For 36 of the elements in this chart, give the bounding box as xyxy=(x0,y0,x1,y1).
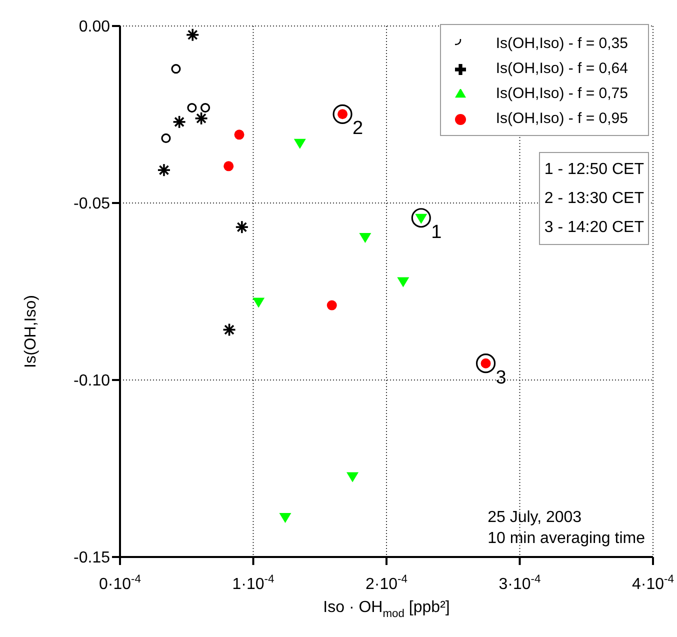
point xyxy=(224,161,234,172)
y-tick-label: -0.05 xyxy=(74,196,110,213)
annotation: 3 xyxy=(496,367,506,388)
x-axis-title: Iso · OH$_{mod}$ [ppb²] xyxy=(323,599,450,620)
y-tick-label: -0.10 xyxy=(74,372,110,390)
point xyxy=(252,298,265,308)
x-tick-label: 4·10$^{-4}$ xyxy=(632,574,674,593)
legend-label: Is(OH,Iso) - f = 0,75 xyxy=(496,85,628,102)
y-tick-label: 0.00 xyxy=(78,18,110,36)
y-axis-title: Is(OH,Iso) xyxy=(22,295,40,368)
x-tick-label: 0·10$^{-4}$ xyxy=(99,574,141,593)
point xyxy=(187,102,197,113)
legend-label: Is(OH,Iso) - f = 0,95 xyxy=(496,110,628,127)
x-tick-label: 1·10$^{-4}$ xyxy=(232,574,274,593)
point xyxy=(200,102,210,113)
annotation: 1 xyxy=(431,222,442,243)
point xyxy=(279,513,292,523)
point xyxy=(359,232,372,243)
point xyxy=(171,64,181,74)
legend-label: Is(OH,Iso) - f = 0,35 xyxy=(496,35,628,52)
point xyxy=(326,300,337,310)
point xyxy=(346,472,359,482)
annotation: 2 - 13:30 CET xyxy=(544,189,644,209)
annotation: 3 - 14:20 CET xyxy=(544,218,644,238)
x-tick-label: 3·10$^{-4}$ xyxy=(498,574,541,593)
point xyxy=(294,138,306,149)
annotation: 25 July, 2003 xyxy=(488,508,583,528)
point xyxy=(397,277,410,288)
annotation: 10 min averaging time xyxy=(488,529,645,549)
x-tick-label: 2·10$^{-4}$ xyxy=(366,574,408,593)
annotation: 1 - 12:50 CET xyxy=(544,160,644,180)
y-tick-label: -0.15 xyxy=(74,550,110,567)
point xyxy=(234,130,244,140)
legend-label: Is(OH,Iso) - f = 0,64 xyxy=(496,60,628,77)
point xyxy=(161,133,171,144)
annotation: 2 xyxy=(352,118,364,140)
